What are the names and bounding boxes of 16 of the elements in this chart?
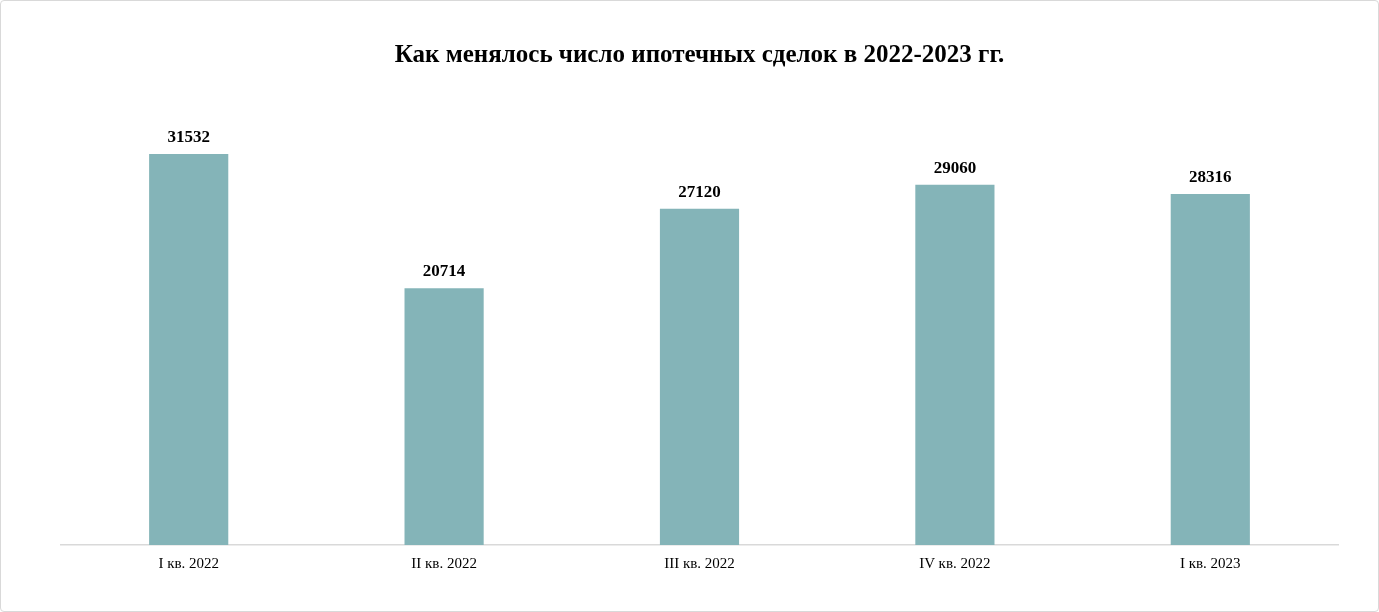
bar bbox=[659, 208, 740, 545]
chart-title: Как менялось число ипотечных сделок в 2022-2023 гг. bbox=[394, 40, 1005, 68]
bar bbox=[149, 154, 229, 545]
x-tick-label: I кв. 2023 bbox=[1179, 554, 1241, 571]
bar bbox=[404, 288, 484, 545]
data-label: 29060 bbox=[933, 157, 977, 177]
bar bbox=[1170, 193, 1250, 545]
x-tick-label: II кв. 2022 bbox=[411, 554, 477, 571]
x-tick-label: III кв. 2022 bbox=[664, 554, 735, 571]
data-label: 31532 bbox=[167, 126, 210, 146]
bar bbox=[915, 184, 995, 545]
data-label: 28316 bbox=[1189, 166, 1232, 186]
x-tick-label: IV кв. 2022 bbox=[919, 554, 991, 571]
x-tick-label: I кв. 2022 bbox=[158, 554, 220, 571]
data-label: 27120 bbox=[678, 181, 721, 201]
data-label: 20714 bbox=[422, 261, 466, 281]
